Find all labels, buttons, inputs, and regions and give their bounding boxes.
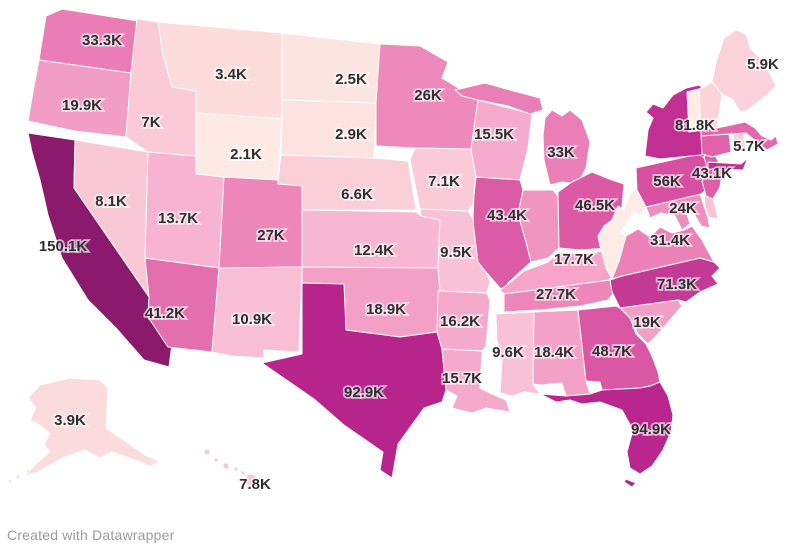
state-md[interactable] [645, 193, 711, 231]
state-ri[interactable] [732, 131, 747, 153]
state-me[interactable] [711, 29, 777, 113]
state-wi[interactable] [470, 99, 533, 181]
state-mi[interactable] [542, 109, 591, 186]
state-hi-island[interactable] [203, 448, 211, 456]
state-ak[interactable] [23, 377, 161, 477]
datawrapper-credit-link[interactable]: Created with Datawrapper [7, 527, 175, 543]
state-hi-island[interactable] [222, 462, 230, 470]
state-co[interactable] [218, 176, 307, 269]
state-hi-island[interactable] [233, 466, 239, 472]
state-fl[interactable] [539, 381, 674, 475]
state-ar[interactable] [436, 290, 491, 352]
state-or[interactable] [27, 59, 132, 138]
state-ak-island[interactable] [15, 474, 21, 480]
state-hi-island[interactable] [240, 470, 246, 476]
state-ak-island[interactable] [8, 479, 12, 483]
state-nd[interactable] [281, 32, 381, 104]
state-tx[interactable] [261, 282, 447, 479]
state-ny-part[interactable] [707, 157, 749, 171]
state-va[interactable] [611, 225, 715, 280]
state-wv[interactable] [597, 189, 647, 280]
state-ks[interactable] [301, 209, 441, 269]
state-sc[interactable] [619, 299, 683, 345]
state-hi-island[interactable] [244, 473, 258, 487]
state-ak-island[interactable] [26, 469, 30, 473]
states-layer [8, 8, 779, 488]
state-sd[interactable] [280, 99, 377, 159]
state-ia[interactable] [409, 147, 478, 212]
state-nm[interactable] [211, 266, 303, 359]
state-fl-part[interactable] [623, 478, 637, 488]
state-ma[interactable] [700, 121, 779, 151]
state-mi-part[interactable] [454, 82, 544, 115]
state-la[interactable] [441, 348, 511, 414]
state-ct[interactable] [700, 133, 732, 158]
state-in[interactable] [517, 189, 560, 263]
state-nj[interactable] [701, 152, 723, 200]
state-hi-island[interactable] [213, 457, 219, 463]
state-wy[interactable] [195, 112, 283, 181]
